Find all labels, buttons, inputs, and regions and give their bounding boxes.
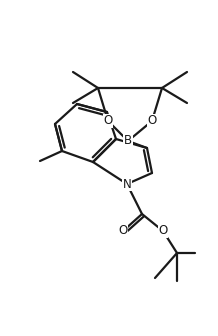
Text: O: O <box>118 224 128 238</box>
Text: O: O <box>158 224 168 238</box>
Text: N: N <box>123 177 131 191</box>
Text: O: O <box>147 115 157 127</box>
Text: B: B <box>124 134 132 148</box>
Text: O: O <box>103 115 113 127</box>
